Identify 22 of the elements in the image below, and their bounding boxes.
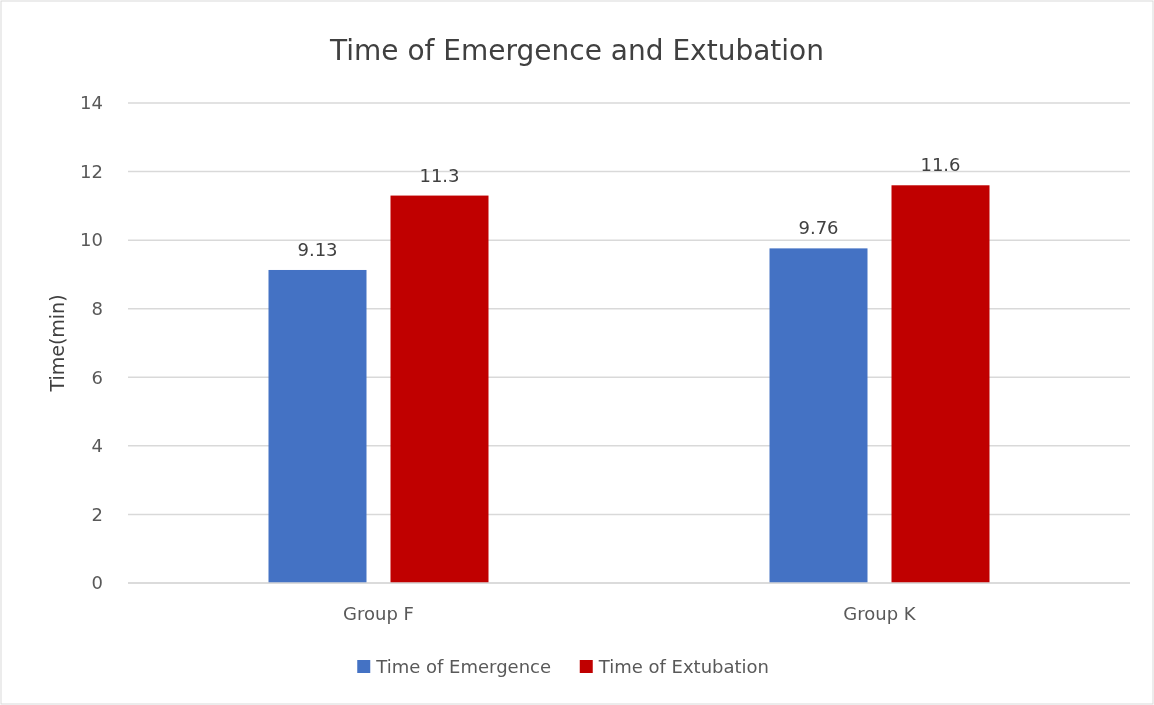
y-tick-label: 14 — [80, 92, 103, 114]
y-tick-label: 6 — [91, 366, 103, 388]
bar — [390, 195, 489, 583]
x-tick-label: Group F — [343, 603, 414, 624]
y-tick-label: 8 — [91, 298, 103, 320]
data-label: 11.6 — [920, 154, 961, 176]
legend-label: Time of Extubation — [597, 656, 770, 678]
data-label: 9.13 — [297, 238, 338, 260]
y-axis-title: Time(min) — [46, 294, 68, 393]
chart-title: Time of Emergence and Extubation — [329, 34, 824, 67]
y-tick-label: 10 — [80, 229, 103, 251]
y-tick-label: 0 — [91, 572, 103, 594]
bar — [769, 248, 868, 583]
y-tick-label: 12 — [80, 160, 103, 182]
y-tick-label: 4 — [91, 435, 103, 457]
legend-label: Time of Emergence — [375, 656, 552, 678]
bar — [891, 185, 990, 583]
bar — [268, 269, 367, 583]
data-label: 11.3 — [419, 164, 460, 186]
x-tick-label: Group K — [843, 603, 917, 624]
data-label: 9.76 — [798, 217, 839, 239]
y-tick-label: 2 — [91, 503, 103, 525]
